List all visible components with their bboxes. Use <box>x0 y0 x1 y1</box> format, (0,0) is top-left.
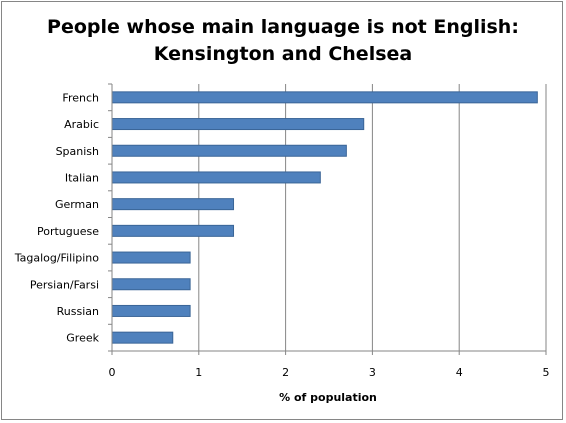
x-tick-label: 0 <box>109 366 116 379</box>
axes <box>108 83 547 355</box>
category-label: German <box>55 198 99 211</box>
bar <box>111 304 191 317</box>
category-label: Persian/Farsi <box>30 278 99 291</box>
bars <box>111 91 538 344</box>
chart-title-line-1: People whose main language is not Englis… <box>47 16 519 38</box>
bar <box>111 198 235 211</box>
bar <box>111 278 191 291</box>
x-axis-title: % of population <box>279 391 377 404</box>
category-label: Tagalog/Filipino <box>14 252 100 265</box>
chart-title-line-2: Kensington and Chelsea <box>153 43 413 65</box>
bar <box>111 331 174 344</box>
category-label: Arabic <box>64 118 99 131</box>
bar <box>111 251 191 264</box>
category-label: Spanish <box>56 145 99 158</box>
category-label: French <box>62 91 99 104</box>
category-label: Russian <box>57 305 99 318</box>
x-tick-label: 1 <box>195 366 202 379</box>
x-tick-label: 2 <box>282 366 289 379</box>
category-label: Italian <box>65 171 99 184</box>
bar <box>111 91 538 104</box>
bar <box>111 144 347 157</box>
category-label: Greek <box>66 332 99 345</box>
category-label: Portuguese <box>37 225 99 238</box>
x-tick-label: 4 <box>456 366 463 379</box>
bar <box>111 224 235 237</box>
category-labels: French Arabic Spanish Italian German Portugue… <box>14 91 100 344</box>
x-tick-label: 5 <box>543 366 550 379</box>
bar <box>111 118 365 131</box>
bar <box>111 171 321 184</box>
x-tick-labels: 0 1 2 3 4 5 <box>109 366 550 379</box>
x-tick-label: 3 <box>369 366 376 379</box>
chart-title: People whose main language is not Englis… <box>0 14 566 68</box>
